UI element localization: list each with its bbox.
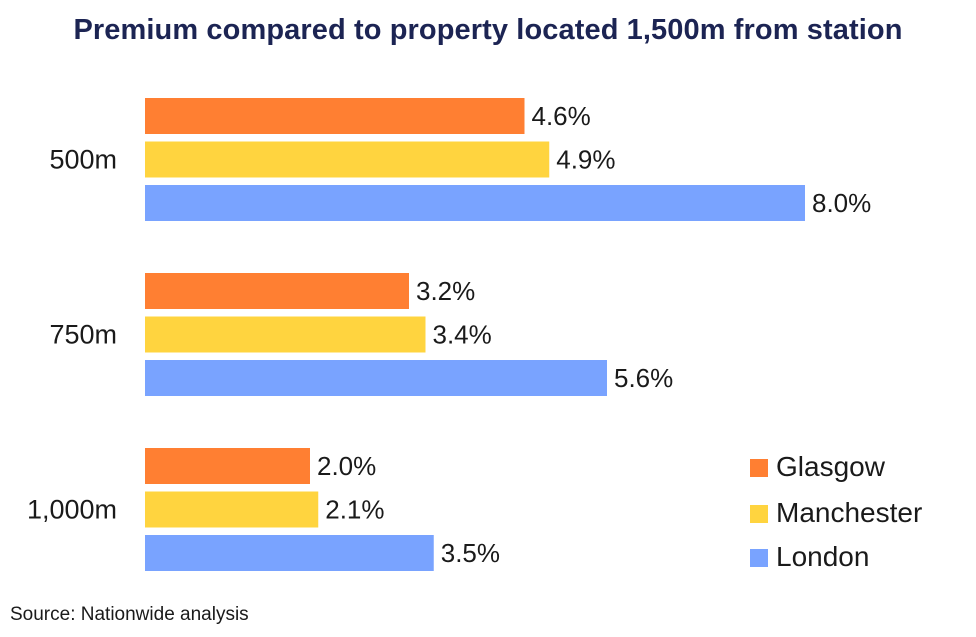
legend: Glasgow Manchester London: [750, 451, 922, 572]
data-label: 3.5%: [441, 538, 500, 568]
bar-manchester-750m: [145, 316, 426, 353]
bar-london-1000m: [145, 535, 434, 571]
category-label: 500m: [49, 145, 117, 175]
bar-glasgow-750m: [145, 273, 409, 309]
category-label: 1,000m: [27, 495, 117, 525]
legend-swatch-manchester: [750, 505, 768, 523]
labels-layer: 500m 4.6% 4.9% 8.0% 750m 3.2% 3.4% 5.6% 1,000m 2.…: [27, 101, 871, 568]
data-label: 8.0%: [812, 188, 871, 218]
bar-manchester-1000m: [145, 491, 319, 528]
bar-london-500m: [145, 185, 805, 221]
data-label: 5.6%: [614, 363, 673, 393]
category-label: 750m: [49, 320, 117, 350]
data-label: 2.1%: [325, 495, 384, 525]
data-label: 3.4%: [433, 320, 492, 350]
legend-label: Manchester: [776, 497, 922, 528]
bar-glasgow-500m: [145, 98, 525, 134]
legend-swatch-glasgow: [750, 459, 768, 477]
data-label: 4.9%: [556, 145, 615, 175]
legend-swatch-london: [750, 549, 768, 567]
bar-glasgow-1000m: [145, 448, 310, 484]
data-label: 4.6%: [532, 101, 591, 131]
source-note: Source: Nationwide analysis: [10, 604, 249, 625]
bars-layer: [145, 98, 805, 571]
legend-label: Glasgow: [776, 451, 886, 482]
bar-london-750m: [145, 360, 607, 396]
bar-manchester-500m: [145, 141, 550, 178]
chart-title: Premium compared to property located 1,5…: [73, 14, 903, 46]
data-label: 2.0%: [317, 451, 376, 481]
data-label: 3.2%: [416, 276, 475, 306]
legend-label: London: [776, 541, 869, 572]
